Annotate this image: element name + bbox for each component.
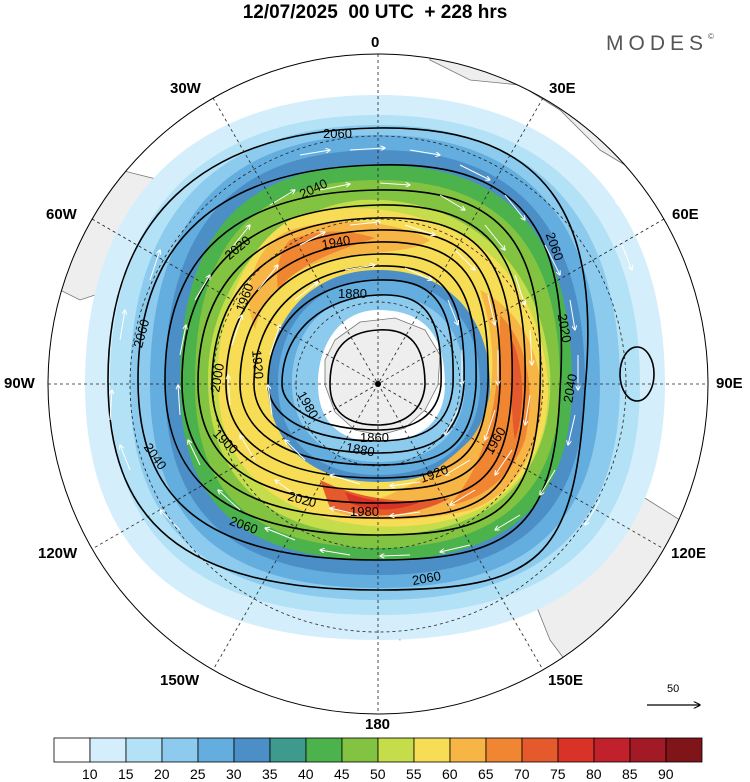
reference-vector-label: 50 bbox=[667, 683, 680, 695]
colorbar-box bbox=[305, 737, 343, 763]
colorbar-tick-label: 40 bbox=[298, 766, 314, 782]
contour-label: 2060 bbox=[130, 317, 152, 349]
contour-label: 1860 bbox=[360, 430, 389, 445]
longitude-label-90e: 90E bbox=[716, 375, 743, 392]
colorbar-tick-label: 20 bbox=[154, 766, 170, 782]
colorbar-box bbox=[665, 737, 703, 763]
longitude-label-150e: 150E bbox=[548, 672, 584, 689]
contour-label: 1940 bbox=[320, 232, 351, 252]
colorbar-tick-label: 90 bbox=[658, 766, 674, 782]
colorbar-box bbox=[521, 737, 559, 763]
contour-label: 2060 bbox=[323, 126, 352, 141]
colorbar-tick-label: 10 bbox=[82, 766, 98, 782]
colorbar-tick-label: 45 bbox=[334, 766, 350, 782]
colorbar-box bbox=[89, 737, 127, 763]
wind-vectors bbox=[110, 148, 632, 556]
colorbar-tick-label: 30 bbox=[226, 766, 242, 782]
contour-label: 1920 bbox=[249, 349, 266, 379]
colorbar-box bbox=[197, 737, 235, 763]
colorbar-tick-label: 50 bbox=[370, 766, 386, 782]
map-boundary bbox=[47, 53, 709, 715]
colorbar-tick-label: 70 bbox=[514, 766, 530, 782]
colorbar-box bbox=[413, 737, 451, 763]
longitude-label-60w: 60W bbox=[46, 206, 77, 223]
contour-label: 1880 bbox=[345, 440, 376, 460]
contour-label: 2020 bbox=[555, 313, 575, 344]
colorbar-tick-label: 80 bbox=[586, 766, 602, 782]
contour-label: 1880 bbox=[338, 286, 367, 301]
longitude-label-90w: 90W bbox=[4, 375, 35, 392]
longitude-label-60e: 60E bbox=[672, 206, 699, 223]
longitude-label-0: 0 bbox=[371, 34, 380, 51]
colorbar-box bbox=[485, 737, 523, 763]
colorbar-box bbox=[269, 737, 307, 763]
map-title: 12/07/2025 00 UTC + 228 hrs bbox=[242, 2, 508, 23]
longitude-label-180: 180 bbox=[365, 716, 391, 733]
longitude-label-30w: 30W bbox=[170, 80, 201, 97]
colorbar-box bbox=[53, 737, 91, 763]
map-disk bbox=[48, 54, 708, 714]
contour-label: 2040 bbox=[560, 373, 580, 404]
colorbar-box bbox=[557, 737, 595, 763]
longitude-label-150w: 150W bbox=[160, 672, 200, 689]
colorbar-box bbox=[233, 737, 271, 763]
copyright-mark: © bbox=[708, 32, 714, 41]
antarctica-land bbox=[324, 317, 441, 436]
brand-text: MODES bbox=[606, 32, 709, 55]
contour-label: 2020 bbox=[286, 488, 318, 510]
colorbar-tick-label: 60 bbox=[442, 766, 458, 782]
contour-label: 2060 bbox=[411, 568, 442, 588]
contour-label: 2000 bbox=[207, 362, 227, 393]
colorbar-tick-label: 15 bbox=[118, 766, 134, 782]
colorbar-tick-label: 75 bbox=[550, 766, 566, 782]
longitude-label-30e: 30E bbox=[549, 80, 576, 97]
colorbar-box bbox=[593, 737, 631, 763]
longitude-label-120e: 120E bbox=[671, 545, 707, 562]
contour-label: 1980 bbox=[350, 504, 379, 519]
colorbar-box bbox=[629, 737, 667, 763]
colorbar-box bbox=[341, 737, 379, 763]
modes-logo: MODES© bbox=[606, 32, 714, 56]
colorbar-tick-label: 65 bbox=[478, 766, 494, 782]
longitude-label-120w: 120W bbox=[38, 545, 78, 562]
colorbar bbox=[53, 737, 703, 763]
south-pole-marker bbox=[375, 381, 381, 387]
colorbar-box bbox=[449, 737, 487, 763]
colorbar-box bbox=[161, 737, 199, 763]
colorbar-tick-label: 25 bbox=[190, 766, 206, 782]
colorbar-tick-label: 35 bbox=[262, 766, 278, 782]
colorbar-box bbox=[125, 737, 163, 763]
colorbar-tick-label: 85 bbox=[622, 766, 638, 782]
colorbar-box bbox=[377, 737, 415, 763]
colorbar-tick-label: 55 bbox=[406, 766, 422, 782]
